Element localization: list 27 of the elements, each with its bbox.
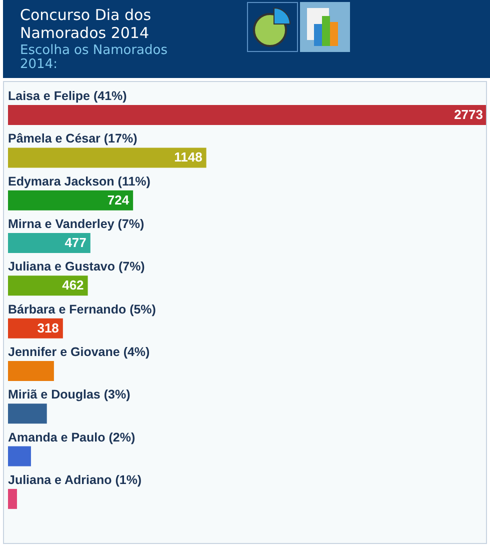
y-tick-label: Amanda e Paulo (2%) [8,430,136,444]
y-tick-label: Edymara Jackson (11%) [8,174,150,188]
data-label: 724 [107,192,130,208]
bar [8,233,90,254]
y-tick-label: Miriã e Douglas (3%) [8,388,130,402]
y-tick-label: Juliana e Gustavo (7%) [8,260,145,274]
y-tick-label: Pâmela e César (17%) [8,132,138,146]
bar [8,360,54,381]
y-tick-label: Jennifer e Giovane (4%) [8,344,150,359]
chart-subtitle: Escolha os Namorados 2014: [20,43,168,72]
y-tick-label: Bárbara e Fernando (5%) [8,302,156,316]
y-tick-label: Mirna e Vanderley (7%) [8,217,144,232]
bar [8,276,88,296]
data-label: 1148 [174,150,202,165]
bar [8,148,206,168]
chart-title: Concurso Dia dos Namorados 2014 [20,6,152,42]
data-label: 318 [37,320,59,336]
data-label: 477 [64,235,86,250]
bar [8,446,31,466]
y-tick-label: Juliana e Adriano (1%) [8,472,142,487]
bar [8,105,486,126]
bar [8,404,47,424]
data-label: 462 [62,278,84,293]
bar [8,190,134,210]
data-label: 2773 [454,107,483,122]
y-tick-label: Laisa e Felipe (41%) [8,89,127,104]
bar [8,488,17,509]
